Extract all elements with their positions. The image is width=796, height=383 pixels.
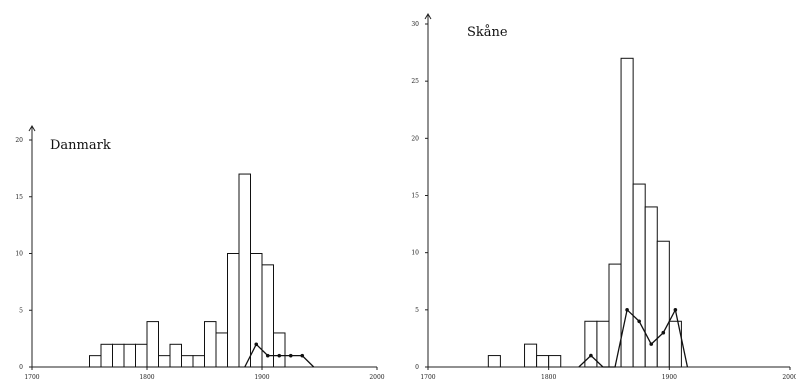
x-tick-label: 2000 bbox=[782, 374, 796, 381]
y-tick-label: 25 bbox=[411, 78, 419, 85]
chart-danmark: 1700 1800 1900 2000 0 5 10 15 20 Danmark bbox=[15, 125, 385, 381]
overlay-point bbox=[625, 308, 629, 312]
x-tick-label: 2000 bbox=[369, 374, 384, 381]
histogram-bar-1820 bbox=[169, 343, 182, 368]
histogram-bar-1840 bbox=[192, 355, 205, 368]
x-tick-label: 1700 bbox=[420, 374, 435, 381]
overlay-point bbox=[288, 353, 293, 358]
histogram-bar-1750 bbox=[487, 355, 501, 368]
overlay-point bbox=[661, 330, 666, 335]
x-tick-label: 1900 bbox=[254, 374, 269, 381]
histogram-bar-1810 bbox=[158, 355, 171, 368]
chart-title-skane: Skåne bbox=[467, 24, 508, 40]
x-tick-label: 1700 bbox=[24, 374, 39, 381]
histogram-bar-1860 bbox=[215, 332, 228, 368]
histogram-bar-1900 bbox=[668, 320, 682, 368]
histogram-bar-1870 bbox=[227, 253, 240, 368]
y-axis-arrow bbox=[424, 13, 432, 20]
histogram-bar-1860 bbox=[620, 57, 634, 368]
y-tick-label: 10 bbox=[411, 250, 419, 257]
overlay-point bbox=[649, 342, 654, 346]
overlay-point bbox=[673, 308, 678, 312]
overlay-point bbox=[300, 353, 305, 358]
overlay-line bbox=[578, 307, 689, 368]
y-tick-label: 20 bbox=[411, 135, 419, 142]
y-tick-label: 15 bbox=[15, 194, 23, 201]
overlay-point bbox=[277, 353, 282, 358]
chart-skane: 1700 1800 1900 2000 0 5 10 15 20 25 30 Skåne bbox=[411, 13, 796, 381]
histogram-bar-1780 bbox=[524, 343, 538, 368]
histogram-bar-1770 bbox=[112, 343, 125, 368]
y-tick-label: 0 bbox=[415, 364, 419, 371]
overlay-point bbox=[265, 353, 270, 358]
histogram-bar-1800 bbox=[146, 321, 159, 368]
y-tick-label: 30 bbox=[411, 21, 419, 28]
y-tick-label: 10 bbox=[15, 251, 23, 258]
chart-title-danmark: Danmark bbox=[50, 138, 111, 153]
histogram-bar-1800 bbox=[548, 355, 562, 368]
histogram-bar-1790 bbox=[536, 355, 550, 368]
histogram-bar-1750 bbox=[89, 355, 102, 368]
x-tick-label: 1800 bbox=[139, 374, 154, 381]
y-tick-label: 0 bbox=[19, 364, 23, 371]
overlay-point bbox=[637, 319, 641, 324]
histogram-bar-1840 bbox=[596, 320, 610, 368]
y-tick-label: 5 bbox=[19, 307, 23, 314]
histogram-bar-1880 bbox=[238, 173, 251, 368]
x-tick-label: 1900 bbox=[662, 374, 677, 381]
histogram-bar-1890 bbox=[656, 240, 670, 368]
y-tick-label: 5 bbox=[415, 307, 419, 314]
histogram-bar-1900 bbox=[261, 264, 274, 368]
histogram-bar-1790 bbox=[135, 343, 148, 368]
histogram-bar-1890 bbox=[250, 253, 263, 368]
histogram-bar-1910 bbox=[273, 332, 286, 368]
x-tick-label: 1800 bbox=[541, 374, 556, 381]
overlay-point bbox=[254, 342, 259, 347]
overlay-point bbox=[589, 353, 593, 358]
y-axis-arrow bbox=[28, 125, 36, 132]
histogram-bar-1850 bbox=[608, 263, 622, 368]
y-tick-label: 20 bbox=[15, 137, 23, 144]
histogram-bar-1870 bbox=[632, 183, 646, 368]
histogram-bar-1760 bbox=[100, 343, 113, 368]
histogram-bar-1780 bbox=[123, 343, 136, 368]
y-tick-label: 15 bbox=[411, 193, 419, 200]
histogram-bar-1830 bbox=[181, 355, 194, 368]
histogram-bar-1850 bbox=[204, 321, 217, 368]
